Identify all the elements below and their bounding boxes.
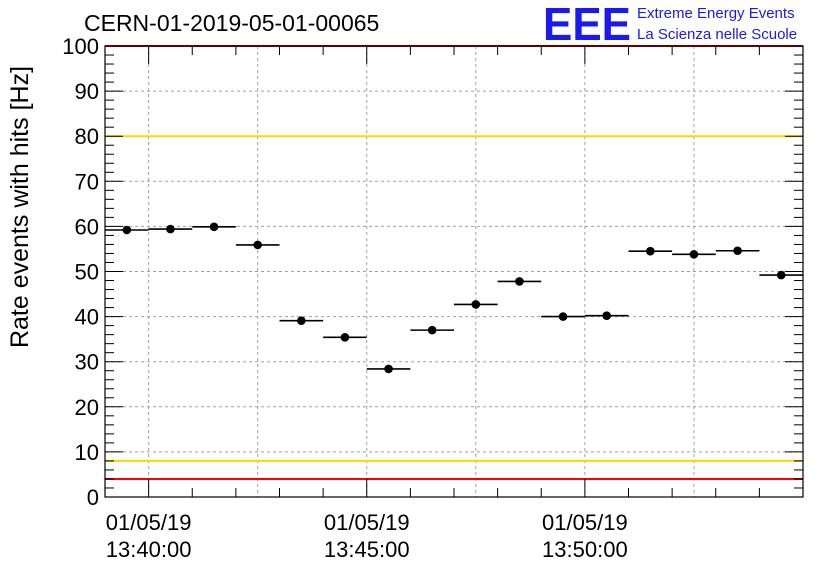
- data-point: [253, 240, 262, 250]
- y-tick-labels: 0 10 20 30 40 50 60 70 80 90 100: [62, 34, 99, 510]
- data-point: [122, 225, 132, 235]
- data-points: [105, 222, 803, 374]
- data-point: [471, 300, 481, 309]
- y-tick-label: 60: [75, 214, 99, 239]
- y-tick-label: 80: [75, 124, 99, 149]
- data-point: [384, 364, 393, 374]
- logo-mark: EEE: [543, 0, 631, 50]
- data-point: [733, 246, 742, 256]
- data-point: [776, 270, 786, 280]
- data-point: [166, 224, 175, 234]
- x-tick-label-date: 01/05/19: [542, 510, 628, 535]
- data-point: [602, 311, 611, 320]
- logo-line-2: La Scienza nelle Scuole: [637, 26, 797, 43]
- y-tick-label: 50: [75, 260, 99, 285]
- x-tick-label-time: 13:50:00: [542, 537, 628, 562]
- y-axis-title: Rate events with hits [Hz]: [6, 66, 34, 348]
- data-point: [297, 316, 306, 325]
- data-point: [209, 222, 219, 232]
- reference-lines: [105, 45, 803, 480]
- data-point: [558, 312, 568, 321]
- y-tick-label: 0: [87, 485, 99, 510]
- x-tick-label-date: 01/05/19: [106, 510, 192, 535]
- x-tick-label-time: 13:45:00: [324, 537, 410, 562]
- axes: [104, 45, 804, 498]
- y-tick-label: 100: [62, 34, 99, 59]
- y-tick-label: 70: [75, 169, 99, 194]
- y-tick-label: 90: [75, 79, 99, 104]
- data-point: [646, 246, 655, 256]
- data-point: [340, 333, 350, 342]
- x-tick-labels: 01/05/1913:40:0001/05/1913:45:0001/05/19…: [106, 510, 628, 562]
- y-tick-label: 40: [75, 305, 99, 330]
- logo-line-1: Extreme Energy Events: [637, 5, 795, 22]
- data-point: [689, 250, 699, 259]
- y-tick-label: 30: [75, 350, 99, 375]
- grid-lines: [105, 46, 804, 497]
- y-tick-label: 20: [75, 395, 99, 420]
- chart-title: CERN-01-2019-05-01-00065: [84, 10, 379, 36]
- data-point: [515, 277, 524, 286]
- x-tick-label-date: 01/05/19: [324, 510, 410, 535]
- x-tick-label-time: 13:40:00: [106, 537, 192, 562]
- eee-logo: EEE Extreme Energy Events La Scienza nel…: [543, 0, 797, 50]
- y-tick-label: 10: [75, 440, 99, 465]
- data-point: [427, 325, 437, 335]
